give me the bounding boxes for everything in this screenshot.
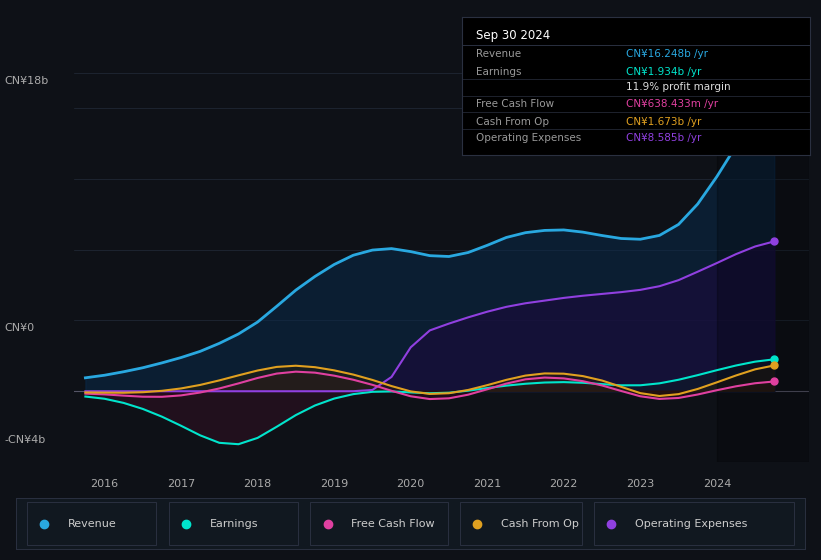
Text: CN¥8.585b /yr: CN¥8.585b /yr <box>626 133 701 143</box>
Text: 2020: 2020 <box>397 479 424 489</box>
Text: Earnings: Earnings <box>476 67 521 77</box>
Text: Operating Expenses: Operating Expenses <box>635 519 747 529</box>
Text: Revenue: Revenue <box>476 49 521 59</box>
Text: CN¥18b: CN¥18b <box>4 76 48 86</box>
Text: Cash From Op: Cash From Op <box>501 519 579 529</box>
Bar <box>717 73 809 462</box>
Text: 2019: 2019 <box>320 479 348 489</box>
Text: 2017: 2017 <box>167 479 195 489</box>
Text: 2021: 2021 <box>473 479 502 489</box>
Text: Free Cash Flow: Free Cash Flow <box>351 519 435 529</box>
Text: CN¥16.248b /yr: CN¥16.248b /yr <box>626 49 708 59</box>
Text: CN¥1.673b /yr: CN¥1.673b /yr <box>626 117 701 127</box>
Text: 2022: 2022 <box>549 479 578 489</box>
Text: 2016: 2016 <box>90 479 118 489</box>
Text: Operating Expenses: Operating Expenses <box>476 133 581 143</box>
Text: Cash From Op: Cash From Op <box>476 117 549 127</box>
Text: 2023: 2023 <box>626 479 654 489</box>
Text: CN¥0: CN¥0 <box>4 323 34 333</box>
Text: Earnings: Earnings <box>209 519 258 529</box>
Text: Revenue: Revenue <box>67 519 117 529</box>
Text: CN¥1.934b /yr: CN¥1.934b /yr <box>626 67 701 77</box>
Text: Sep 30 2024: Sep 30 2024 <box>476 30 550 43</box>
Text: 11.9% profit margin: 11.9% profit margin <box>626 82 730 92</box>
Text: Free Cash Flow: Free Cash Flow <box>476 99 554 109</box>
Text: -CN¥4b: -CN¥4b <box>4 435 45 445</box>
Text: CN¥638.433m /yr: CN¥638.433m /yr <box>626 99 718 109</box>
Text: 2018: 2018 <box>244 479 272 489</box>
Text: 2024: 2024 <box>703 479 731 489</box>
